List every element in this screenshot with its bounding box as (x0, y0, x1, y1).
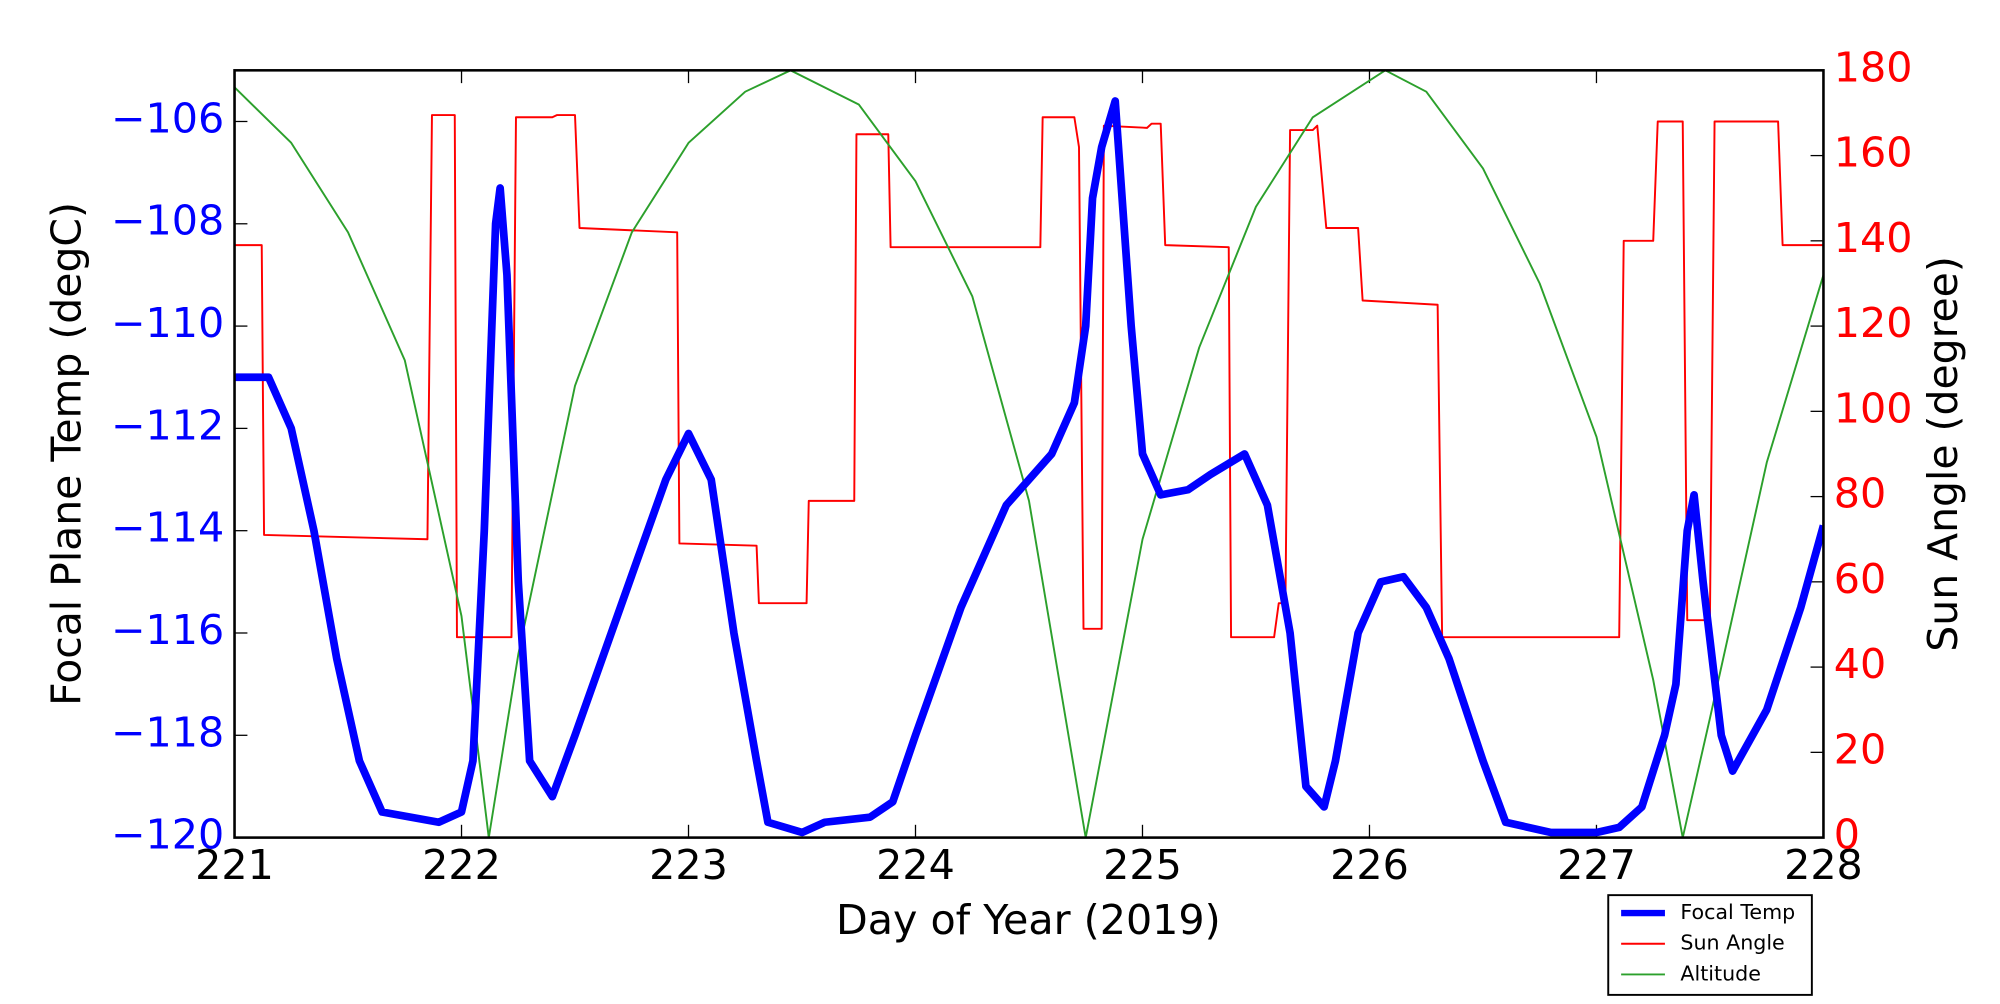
x-tick-label: 223 (649, 841, 728, 889)
x-tick-label: 222 (422, 841, 501, 889)
y2-tick-label: 80 (1834, 470, 1886, 518)
y-tick-label: −118 (111, 708, 224, 756)
legend-label: Focal Temp (1680, 900, 1795, 924)
plot-frame (233, 69, 1825, 839)
x-tick-label: 226 (1330, 841, 1409, 889)
x-tick-label: 221 (195, 841, 274, 889)
y-tick-label: −114 (111, 504, 224, 552)
y2-tick-label: 180 (1834, 43, 1913, 91)
y-tick-label: −106 (111, 95, 224, 143)
series-line (234, 70, 1824, 838)
legend-label: Altitude (1680, 961, 1760, 985)
y-tick-label: −108 (111, 197, 224, 245)
y-axis-label: Focal Plane Temp (degC) (42, 202, 90, 706)
y2-tick-label: 140 (1834, 214, 1913, 262)
y2-tick-label: 160 (1834, 129, 1913, 177)
y-tick-label: −120 (111, 811, 224, 859)
x-axis-label: Day of Year (2019) (836, 896, 1221, 944)
y-tick-label: −112 (111, 401, 224, 449)
y2-tick-label: 60 (1834, 555, 1886, 603)
y2-tick-label: 0 (1834, 811, 1860, 859)
x-tick-label: 224 (876, 841, 955, 889)
x-tick-label: 225 (1103, 841, 1182, 889)
x-tick-label: 227 (1557, 841, 1636, 889)
y-tick-label: −110 (111, 299, 224, 347)
series-line (234, 97, 1824, 837)
x-tick-label: 228 (1784, 841, 1863, 889)
y2-tick-label: 120 (1834, 299, 1913, 347)
y2-tick-label: 40 (1834, 640, 1886, 688)
y-tick-label: −116 (111, 606, 224, 654)
y2-axis-label: Sun Angle (degree) (1919, 256, 1967, 651)
y2-tick-label: 100 (1834, 384, 1913, 432)
series-line (234, 114, 1824, 639)
legend-label: Sun Angle (1680, 931, 1784, 955)
y2-tick-label: 20 (1834, 725, 1886, 773)
